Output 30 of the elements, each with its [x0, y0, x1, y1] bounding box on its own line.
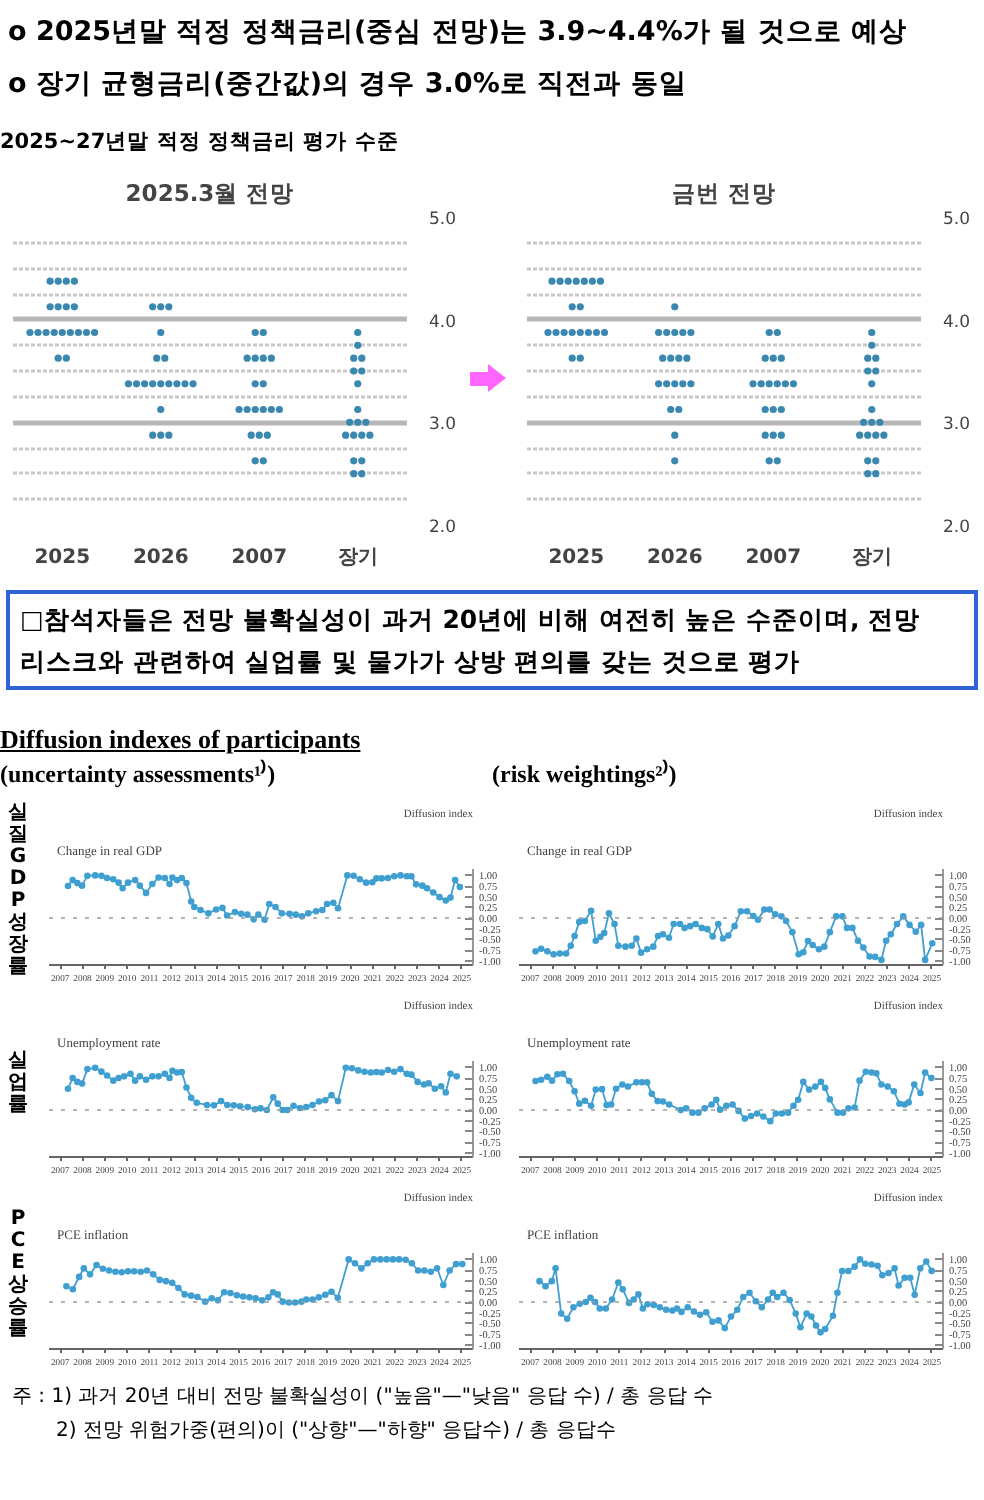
y-tick-label: 5.0	[429, 210, 457, 230]
x-tick-label: 장기	[337, 547, 378, 569]
y-tick-label: 3.0	[429, 415, 457, 436]
text: PCE 상승률	[6, 1208, 30, 1340]
y-tick-label: 5.0	[943, 210, 971, 230]
text: 2025~27년말 적정 정책금리 평가 수준	[0, 128, 399, 158]
text: (risk weightings²⁾)	[492, 758, 677, 792]
chart-title: 금번 전망	[672, 179, 777, 207]
y-tick-label: 3.0	[943, 415, 971, 436]
text: o 2025년말 적정 정책금리(중심 전망)는 3.9~4.4%가 될 것으로 예상	[6, 14, 907, 52]
text: Diffusion indexes of participants	[0, 722, 361, 758]
x-tick-label: 2007	[231, 547, 288, 569]
y-tick-label: 4.0	[943, 312, 971, 333]
x-tick-label: 2026	[132, 547, 189, 569]
text: o 장기 균형금리(중간값)의 경우 3.0%로 직전과 동일	[6, 66, 687, 104]
y-tick-label: 4.0	[429, 312, 457, 333]
chart-title: 2025.3월 전망	[125, 179, 295, 207]
text: 실업률	[6, 1049, 30, 1115]
text: (uncertainty assessments¹⁾)	[0, 758, 276, 792]
y-tick-label: 2.0	[943, 518, 971, 538]
text: 주 : 1) 과거 20년 대비 전망 불확실성이 ("높음"—"낮음" 응답 수) / 총 응답 수	[10, 1384, 713, 1412]
y-tick-label: 2.0	[429, 518, 457, 538]
x-tick-label: 2007	[745, 547, 802, 569]
x-tick-label: 2026	[646, 547, 703, 569]
x-tick-label: 2025	[548, 547, 605, 569]
x-tick-label: 장기	[851, 547, 892, 569]
text: 실질GDP 성장률	[6, 802, 30, 978]
x-tick-label: 2025	[34, 547, 91, 569]
text: 2) 전망 위험가중(편의)이 ("상향"—"하향" 응답수) / 총 응답수	[54, 1418, 616, 1446]
text: □참석자들은 전망 불확실성이 과거 20년에 비해 여전히 높은 수준이며, 전망 리스크와 관련하여 실업률 및 물가가 상방 편의를 갖는 것으로 평가	[6, 590, 978, 690]
